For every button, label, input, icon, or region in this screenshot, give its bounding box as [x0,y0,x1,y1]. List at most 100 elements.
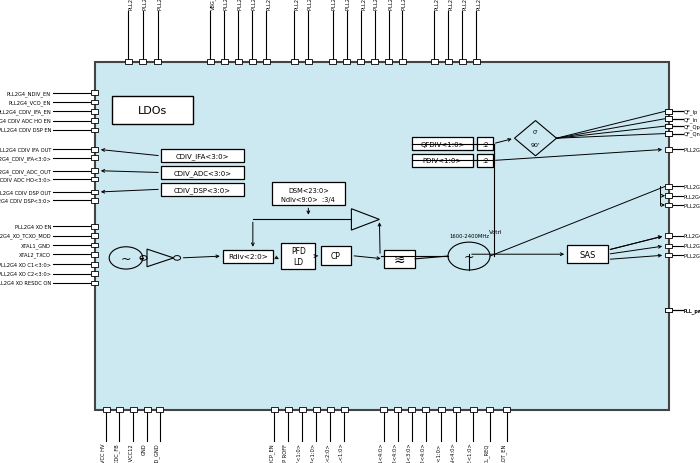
Text: XTAL2_TXCO: XTAL2_TXCO [19,252,51,257]
Text: PLL2G4 CDIV ADC HO EN: PLL2G4 CDIV ADC HO EN [0,119,51,124]
Text: :2: :2 [482,158,489,164]
Bar [234,60,241,65]
Text: Ndiv<9:0>  :3/4: Ndiv<9:0> :3/4 [281,197,335,202]
Text: SAS: SAS [579,250,596,259]
Bar [91,281,98,286]
Text: GND: GND [142,443,147,454]
Bar [125,60,132,65]
Text: PLL2G4 LDD M0u ext: PLL2G4 LDD M0u ext [158,0,162,10]
Text: DCDC_FB: DCDC_FB [113,443,119,463]
Bar [665,148,672,152]
Text: PLL2G4 LF C1<4:0>: PLL2G4 LF C1<4:0> [379,443,384,463]
Bar [473,60,480,65]
Bar [91,110,98,114]
Text: ≋: ≋ [393,252,405,266]
Text: PLL2G4 XO RESDC ON: PLL2G4 XO RESDC ON [0,281,51,286]
Bar [220,60,228,65]
Text: PLL2G4_PILOT_RO: PLL2G4_PILOT_RO [684,233,700,239]
Text: PLL2G4 SAS DAC_IN<4:0>: PLL2G4 SAS DAC_IN<4:0> [451,443,456,463]
Bar [503,407,510,412]
Text: PLL2G4_CDIV_IFA_EN: PLL2G4_CDIV_IFA_EN [0,109,51,115]
Text: ~: ~ [463,250,475,263]
Bar [91,252,98,257]
Text: QF_Qn: QF_Qn [684,131,700,137]
Bar [272,183,345,206]
Bar [453,407,460,412]
Text: PLL2G4_QFDIV_EN: PLL2G4_QFDIV_EN [434,0,440,10]
Text: PLL2G4 VCO core I10u ext: PLL2G4 VCO core I10u ext [224,0,229,10]
Text: PLL2G4 CDIV DSP EN: PLL2G4 CDIV DSP EN [0,128,51,133]
Bar [438,407,444,412]
Text: ~: ~ [120,252,132,265]
Bar [139,60,146,65]
Text: PLL2G3 DSM GND4: PLL2G3 DSM GND4 [374,0,379,10]
Text: PLL2G4_CDIV_IFA<3:0>: PLL2G4_CDIV_IFA<3:0> [0,156,51,161]
Text: DSM<23:0>: DSM<23:0> [288,188,329,193]
Text: Rdiv<2:0>: Rdiv<2:0> [228,254,267,259]
Bar [470,407,477,412]
Bar [91,234,98,238]
Text: PLL2G4 CP CP<1:0>: PLL2G4 CP CP<1:0> [312,443,316,463]
Bar [477,138,493,151]
Text: PLL2G4_DSM_NSHIFT<1:0>: PLL2G4_DSM_NSHIFT<1:0> [360,0,366,10]
Text: LDOs: LDOs [138,106,167,116]
Text: PLL2G4_NDIV_EN: PLL2G4_NDIV_EN [7,91,51,96]
Text: PLL_pwrRN: PLL_pwrRN [684,307,700,313]
Bar [91,225,98,229]
Text: ESD_GND: ESD_GND [154,443,160,463]
Bar [299,407,306,412]
Text: Vctrl: Vctrl [489,230,503,235]
Bar [665,125,672,129]
Bar [665,194,672,199]
Bar [91,100,98,105]
Text: PLL2G4 Ndiv<9:0>: PLL2G4 Ndiv<9:0> [402,0,407,10]
Bar [371,60,378,65]
Bar [161,150,244,163]
Text: PLL2G4 PFD DLY<1:0>: PLL2G4 PFD DLY<1:0> [298,443,302,463]
Text: CDIV_IFA<3:0>: CDIV_IFA<3:0> [176,153,229,160]
Text: PLL2G4_XO_TCXO_MOD: PLL2G4_XO_TCXO_MOD [0,233,51,239]
Bar [94,63,668,410]
Text: PLL2G4 VCO DAC CMPL: PLL2G4 VCO DAC CMPL [684,253,700,258]
Bar [567,245,608,264]
Bar [444,60,452,65]
Bar [156,407,163,412]
Bar [91,148,98,152]
Text: PLL2G4 DSM EN: PLL2G4 DSM EN [332,0,337,10]
Text: PLL2G4_VCO_core_CP<1:0>: PLL2G4_VCO_core_CP<1:0> [435,443,441,463]
Text: PFD
LD: PFD LD [290,247,306,266]
Text: PLL2G4 CDIV DSP OUT: PLL2G4 CDIV DSP OUT [0,190,51,195]
Bar [285,407,292,412]
Text: 0': 0' [533,130,538,135]
Bar [154,60,161,65]
Bar [91,169,98,174]
Bar [665,185,672,189]
Bar [357,60,364,65]
Bar [91,91,98,96]
Bar [304,60,312,65]
Text: PLL2G4 LF R1<3:0>: PLL2G4 LF R1<3:0> [407,443,412,463]
Text: PLL2G4 CDIV ADC HO<3:0>: PLL2G4 CDIV ADC HO<3:0> [0,177,51,182]
Bar [412,155,473,168]
Text: PLL2G4 Fdiv<23:0>: PLL2G4 Fdiv<23:0> [389,0,393,10]
Bar [665,308,672,313]
Text: :2: :2 [482,142,489,147]
Text: PLL2G4_VCC12: PLL2G4_VCC12 [127,443,133,463]
Bar [161,183,244,196]
Bar [665,132,672,137]
Text: PLL2G4 CDIV DSP<3:0>: PLL2G4 CDIV DSP<3:0> [0,199,51,203]
Bar [665,253,672,258]
Bar [91,199,98,203]
Bar [91,263,98,267]
Bar [271,407,278,412]
Text: QF_In: QF_In [684,117,698,122]
Bar [343,60,350,65]
Bar [458,60,466,65]
Bar [116,407,122,412]
Bar [385,60,392,65]
Text: PDIV<1:0>: PDIV<1:0> [423,158,462,164]
Text: PLL2G4 XO C2<3:0>: PLL2G4 XO C2<3:0> [0,272,51,276]
Text: QF_Ip: QF_Ip [684,109,698,115]
Bar [665,125,672,129]
Text: PLL2G4_VCO_EN: PLL2G4_VCO_EN [8,100,51,106]
